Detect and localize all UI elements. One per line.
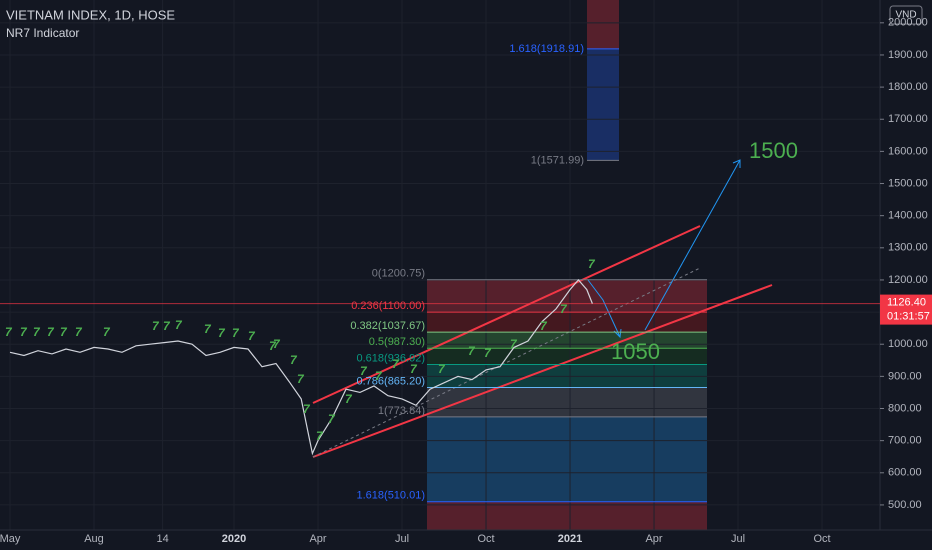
y-tick-label: 1700.00 — [888, 113, 928, 125]
nr7-marker: 7 — [510, 337, 518, 351]
nr7-marker: 7 — [360, 364, 368, 378]
nr7-marker: 7 — [163, 319, 171, 333]
nr7-marker: 7 — [152, 319, 160, 333]
symbol-title: VIETNAM INDEX, 1D, HOSE — [6, 7, 175, 22]
nr7-marker: 7 — [20, 325, 28, 339]
nr7-marker: 7 — [438, 362, 446, 376]
nr7-marker: 7 — [484, 346, 492, 360]
x-tick-label: May — [0, 533, 21, 545]
y-tick-label: 1800.00 — [888, 81, 928, 93]
fib-label: 0.5(987.30) — [369, 336, 425, 348]
arrow-down — [587, 279, 621, 338]
nr7-marker: 7 — [269, 339, 277, 353]
nr7-marker: 7 — [392, 357, 400, 371]
nr7-marker: 7 — [297, 372, 305, 386]
y-tick-label: 900.00 — [888, 370, 922, 382]
nr7-marker: 7 — [540, 319, 548, 333]
y-tick-label: 1300.00 — [888, 242, 928, 254]
nr7-marker: 7 — [468, 344, 476, 358]
channel-lower — [312, 284, 773, 458]
nr7-marker: 7 — [248, 329, 256, 343]
fib-label: 0.382(1037.67) — [350, 320, 425, 332]
fib-zone — [427, 416, 707, 502]
price-line — [9, 278, 593, 456]
target-label: 1050 — [611, 339, 660, 364]
currency: VND — [895, 10, 916, 21]
nr7-marker: 7 — [588, 257, 596, 271]
nr7-marker: 7 — [175, 318, 183, 332]
countdown: 01:31:57 — [887, 311, 930, 323]
y-tick-label: 500.00 — [888, 499, 922, 511]
fib-zone — [427, 387, 707, 417]
y-tick-label: 600.00 — [888, 467, 922, 479]
x-tick-label: 2020 — [222, 533, 246, 545]
x-tick-label: Oct — [477, 533, 494, 545]
nr7-marker: 7 — [410, 362, 418, 376]
fib-zone — [427, 279, 707, 313]
y-tick-label: 2000.00 — [888, 17, 928, 29]
nr7-marker: 7 — [204, 322, 212, 336]
nr7-marker: 7 — [5, 325, 13, 339]
nr7-marker: 7 — [375, 369, 383, 383]
grid — [0, 0, 880, 530]
target-label: 1500 — [749, 138, 798, 163]
x-tick-label: Apr — [645, 533, 662, 545]
nr7-marker: 7 — [273, 337, 281, 351]
fib-label: 1(773.84) — [378, 405, 425, 417]
fib-label: 1(1571.99) — [531, 154, 584, 166]
nr7-marker: 7 — [218, 326, 226, 340]
currency-badge — [889, 5, 923, 25]
fib-zone — [427, 501, 707, 530]
x-tick-label: 2021 — [558, 533, 582, 545]
y-tick-label: 1200.00 — [888, 274, 928, 286]
y-tick-label: 1000.00 — [888, 338, 928, 350]
arrow-up — [644, 159, 741, 331]
nr7-marker: 7 — [75, 325, 83, 339]
nr7-marker: 7 — [345, 392, 353, 406]
y-tick-label: 700.00 — [888, 435, 922, 447]
channel-upper — [312, 225, 701, 404]
nr7-marker: 7 — [560, 302, 568, 316]
y-tick-label: 1500.00 — [888, 177, 928, 189]
y-tick-label: 800.00 — [888, 402, 922, 414]
fib-zone — [427, 348, 707, 365]
fib-label: 1.618(510.01) — [357, 490, 426, 502]
nr7-marker: 7 — [103, 325, 111, 339]
nr7-marker: 7 — [232, 326, 240, 340]
fib-label: 1.618(1918.91) — [509, 43, 584, 55]
x-tick-label: 14 — [156, 533, 168, 545]
nr7-marker: 7 — [60, 325, 68, 339]
fib-label: 0(1200.75) — [372, 268, 425, 280]
nr7-marker: 7 — [328, 412, 336, 426]
last-price-label: 1126.40 — [887, 297, 926, 309]
fib-zone — [587, 0, 619, 49]
arrow-head — [732, 159, 741, 168]
x-tick-label: Jul — [731, 533, 745, 545]
fib-label: 0.786(865.20) — [357, 375, 426, 387]
fib-zone — [587, 48, 619, 161]
y-tick-label: 1400.00 — [888, 210, 928, 222]
nr7-marker: 7 — [47, 325, 55, 339]
indicator-name: NR7 Indicator — [6, 26, 79, 40]
last-price-badge — [880, 294, 932, 325]
fib-label: 0.236(1100.00) — [351, 300, 425, 312]
nr7-marker: 7 — [290, 353, 298, 367]
x-tick-label: Aug — [84, 533, 104, 545]
nr7-marker: 7 — [33, 325, 41, 339]
x-tick-label: Apr — [309, 533, 326, 545]
x-tick-label: Jul — [395, 533, 409, 545]
nr7-marker: 7 — [316, 429, 324, 443]
nr7-marker: 7 — [303, 402, 311, 416]
y-tick-label: 1600.00 — [888, 145, 928, 157]
fib-zone — [427, 312, 707, 333]
x-tick-label: Oct — [813, 533, 830, 545]
fib-label: 0.618(936.92) — [357, 352, 426, 364]
y-tick-label: 1900.00 — [888, 49, 928, 61]
